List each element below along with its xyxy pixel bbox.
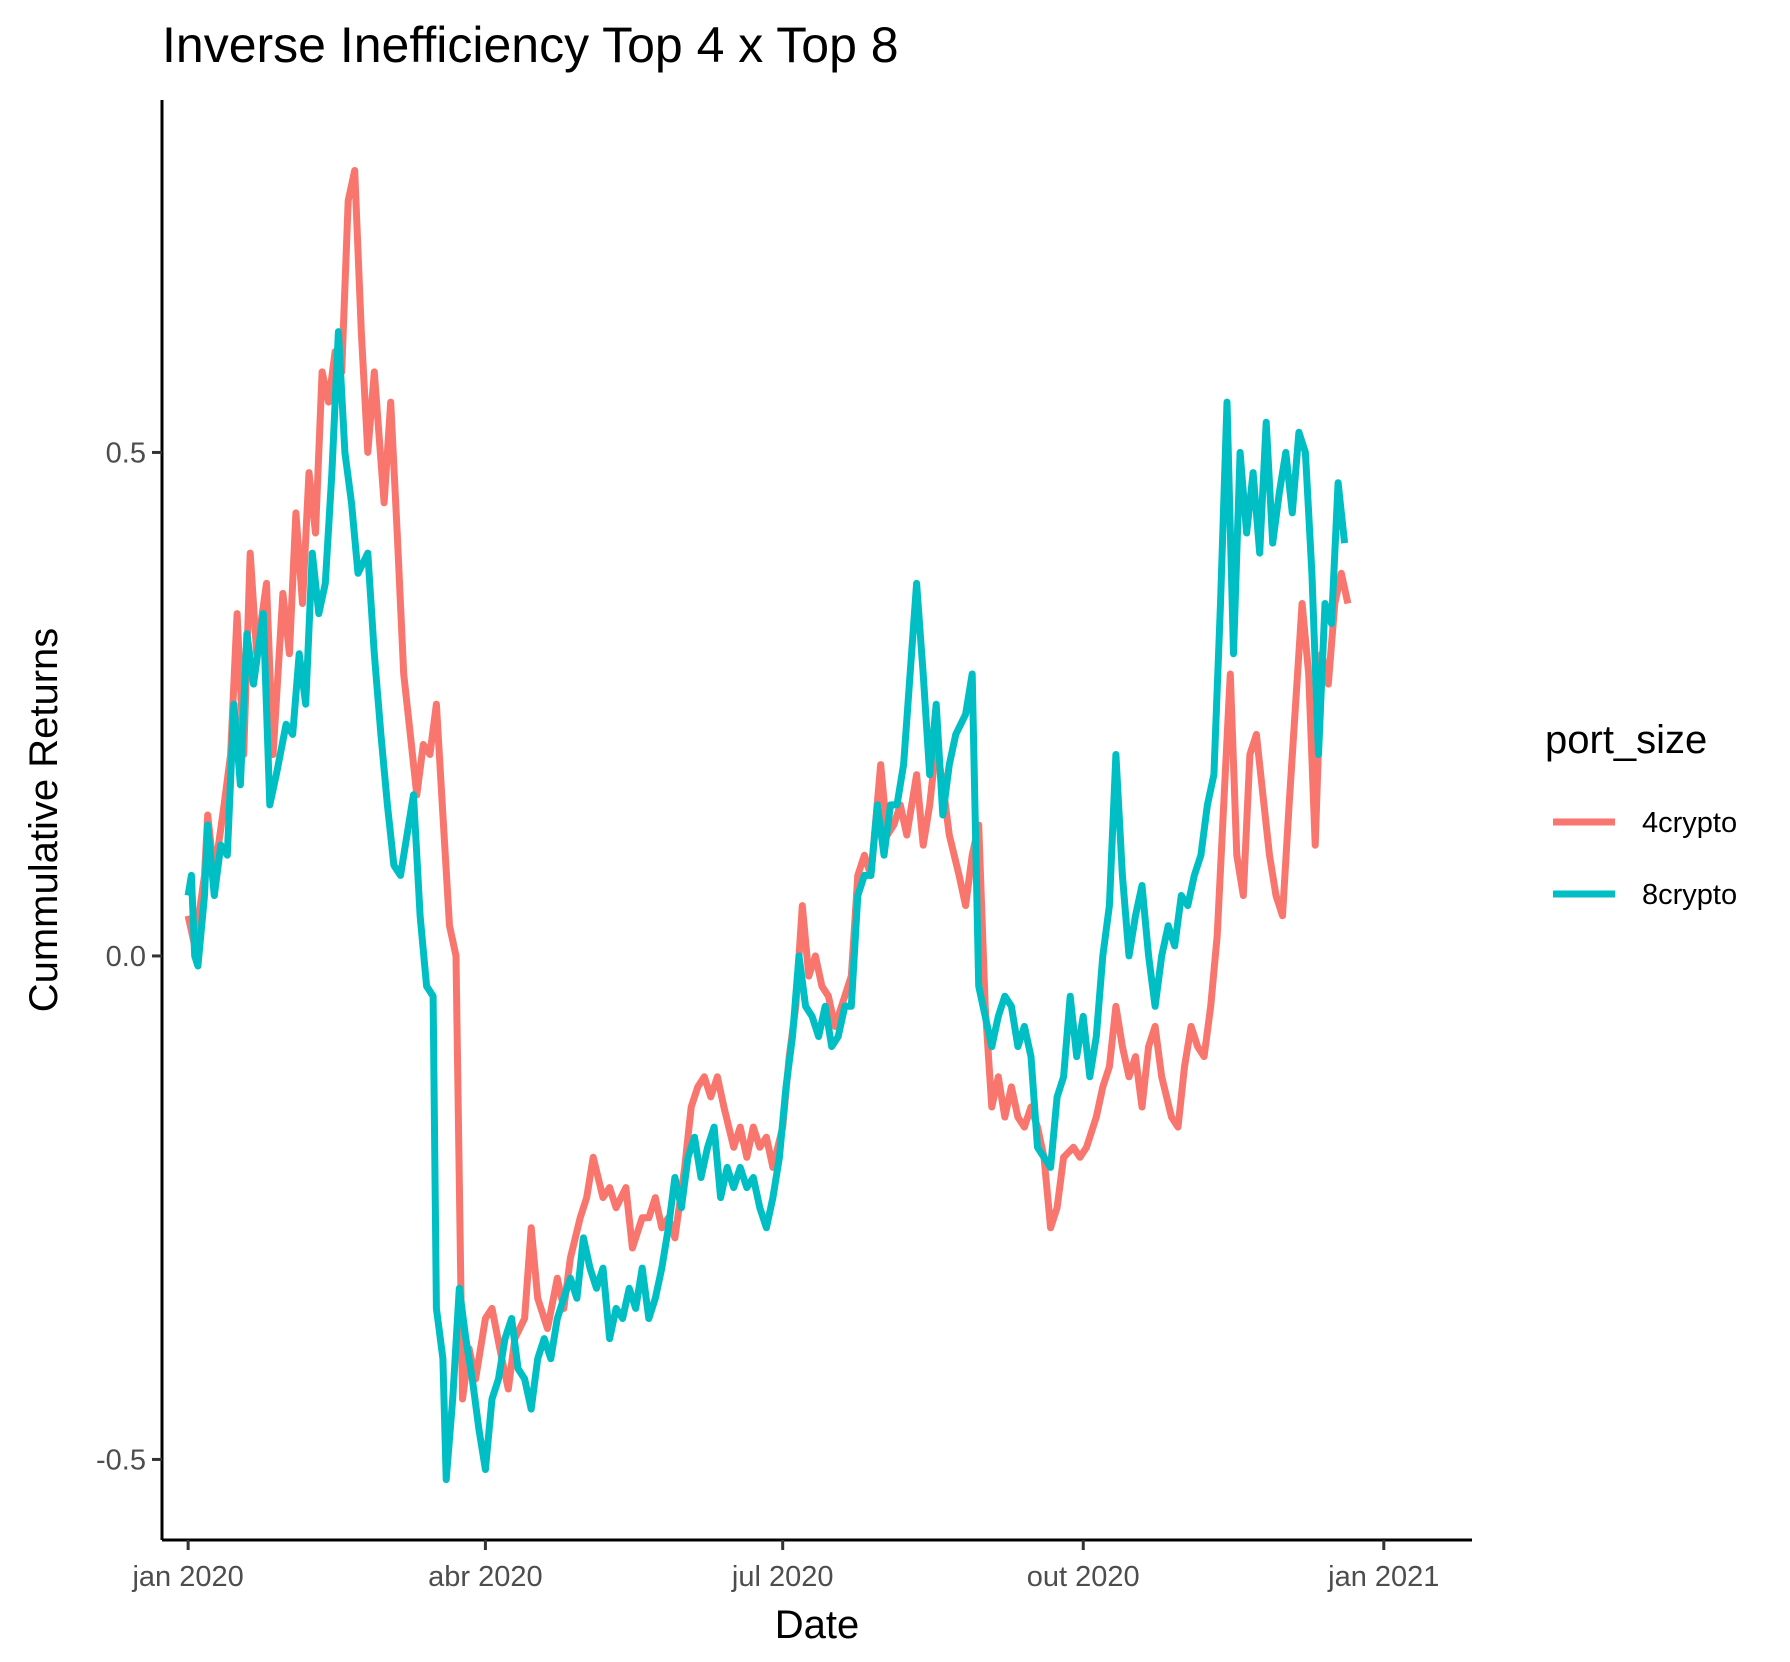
legend-label: 8crypto (1642, 879, 1737, 911)
y-tick-label: 0.0 (106, 941, 146, 973)
chart-title: Inverse Inefficiency Top 4 x Top 8 (162, 17, 899, 73)
x-axis-ticks: jan 2020 abr 2020 jul 2020 out 2020 jan 2021 (131, 1540, 1439, 1593)
x-tick-label: out 2020 (1027, 1561, 1140, 1593)
series-layer (184, 167, 1352, 1484)
y-axis-ticks: -0.5 0.0 0.5 (96, 437, 162, 1476)
y-tick-label: -0.5 (96, 1444, 146, 1476)
x-axis-title: Date (775, 1603, 860, 1647)
legend: port_size 4crypto 8crypto (1545, 718, 1737, 911)
x-tick-label: abr 2020 (428, 1561, 543, 1593)
y-tick-label: 0.5 (106, 437, 146, 469)
legend-items: 4crypto 8crypto (1553, 807, 1737, 911)
series-line-8crypto (184, 328, 1349, 1484)
legend-title: port_size (1545, 718, 1707, 762)
x-tick-label: jan 2020 (131, 1561, 243, 1593)
legend-label: 4crypto (1642, 807, 1737, 839)
x-tick-label: jul 2020 (731, 1561, 834, 1593)
x-tick-label: jan 2021 (1327, 1561, 1439, 1593)
y-axis-title: Cummulative Returns (22, 628, 66, 1013)
